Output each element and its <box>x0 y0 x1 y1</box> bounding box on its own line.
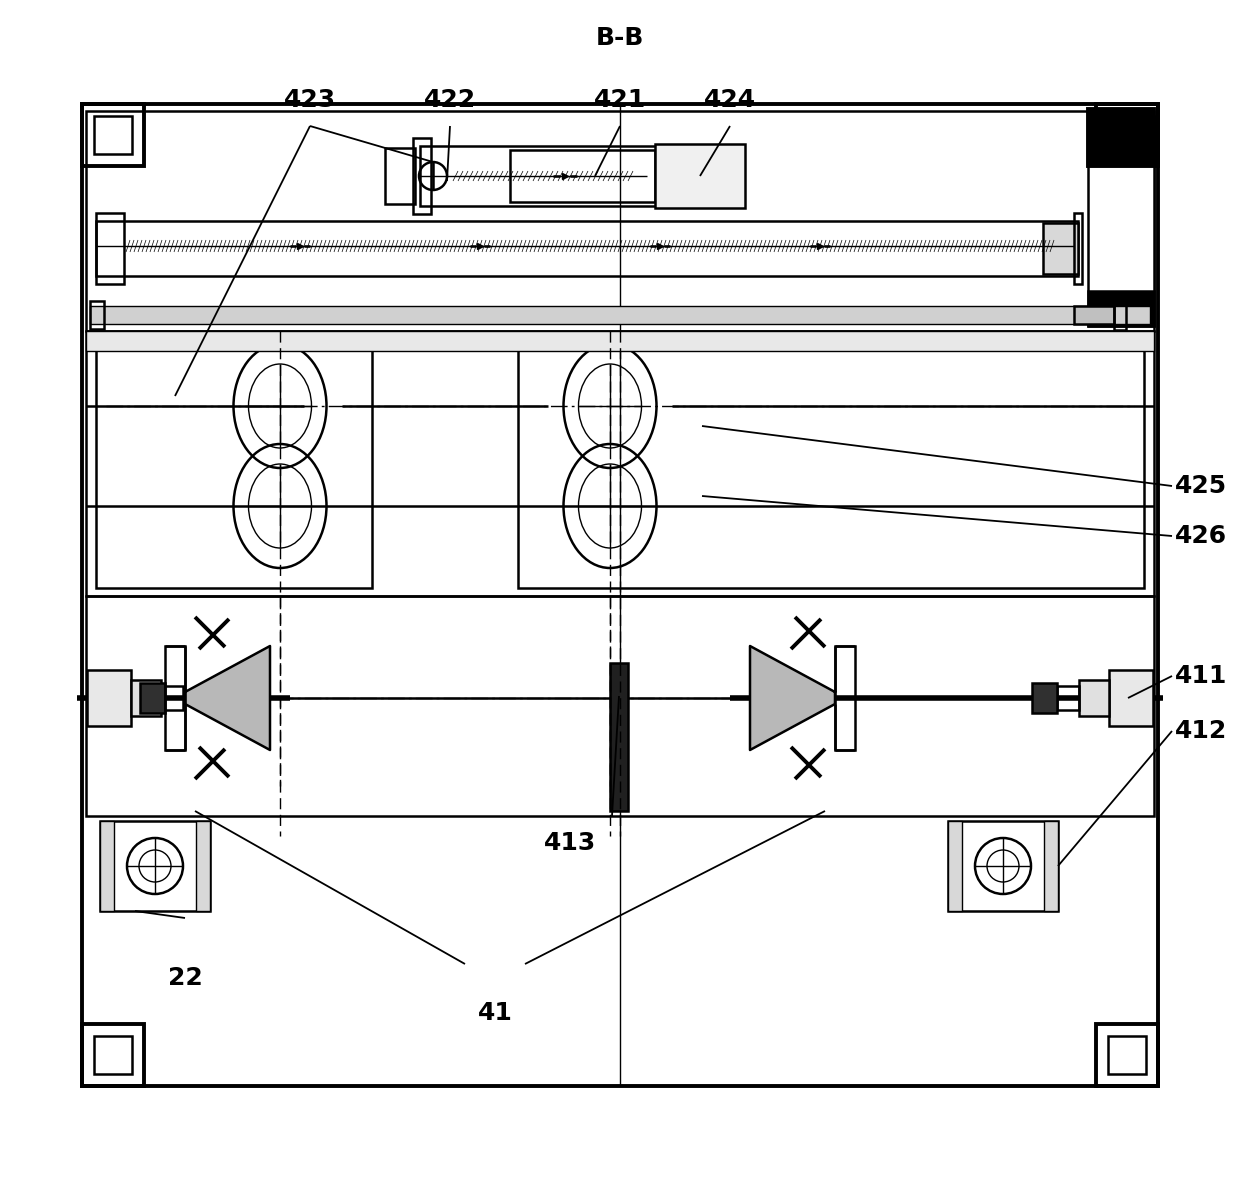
Bar <box>1109 670 1153 726</box>
Bar <box>100 821 114 911</box>
Text: 422: 422 <box>424 88 476 111</box>
Bar <box>82 104 144 166</box>
Bar <box>1109 116 1146 154</box>
Bar <box>1087 116 1154 326</box>
Text: 411: 411 <box>1176 664 1228 688</box>
Bar <box>1079 680 1109 716</box>
Bar <box>95 213 124 283</box>
Bar <box>100 821 210 911</box>
Bar <box>95 339 372 588</box>
Bar <box>1087 109 1154 166</box>
Text: 413: 413 <box>544 831 596 855</box>
Bar <box>1096 1024 1158 1086</box>
Bar <box>82 1024 144 1086</box>
Text: 423: 423 <box>284 88 336 111</box>
Bar <box>1043 223 1078 274</box>
Bar <box>86 331 1154 597</box>
Bar <box>86 111 1154 331</box>
Bar <box>94 116 131 154</box>
Bar <box>510 149 655 202</box>
Bar <box>1087 291 1154 326</box>
Bar <box>1114 300 1126 330</box>
Bar <box>94 1037 131 1075</box>
Text: 426: 426 <box>1176 524 1228 548</box>
Bar <box>1074 306 1114 324</box>
Bar <box>949 821 1058 911</box>
Bar <box>95 221 1078 276</box>
Bar <box>86 331 1154 351</box>
Bar <box>420 146 711 206</box>
Bar <box>384 148 415 204</box>
Polygon shape <box>750 646 835 750</box>
Text: 424: 424 <box>704 88 756 111</box>
Text: 41: 41 <box>477 1001 512 1025</box>
Polygon shape <box>185 646 270 750</box>
Text: 22: 22 <box>167 967 202 990</box>
Bar <box>1109 1037 1146 1075</box>
Bar <box>82 104 1158 1086</box>
Bar <box>1096 104 1158 166</box>
Text: 412: 412 <box>1176 719 1228 742</box>
Bar <box>518 339 1145 588</box>
Bar <box>91 301 104 329</box>
Bar <box>91 306 1149 324</box>
Bar <box>165 646 185 750</box>
Bar <box>87 670 131 726</box>
Text: B-B: B-B <box>595 26 645 50</box>
Bar <box>1074 213 1083 283</box>
Bar <box>1044 821 1058 911</box>
Bar <box>1032 683 1056 713</box>
Text: 421: 421 <box>594 88 646 111</box>
Bar <box>655 144 745 208</box>
Bar <box>610 663 627 811</box>
Bar <box>140 683 165 713</box>
Text: 425: 425 <box>1176 474 1228 498</box>
Bar <box>161 686 184 710</box>
Bar <box>1056 686 1079 710</box>
Bar <box>196 821 210 911</box>
Bar <box>949 821 962 911</box>
Bar <box>86 597 1154 816</box>
Bar <box>413 138 432 213</box>
Bar <box>131 680 161 716</box>
Bar <box>835 646 856 750</box>
